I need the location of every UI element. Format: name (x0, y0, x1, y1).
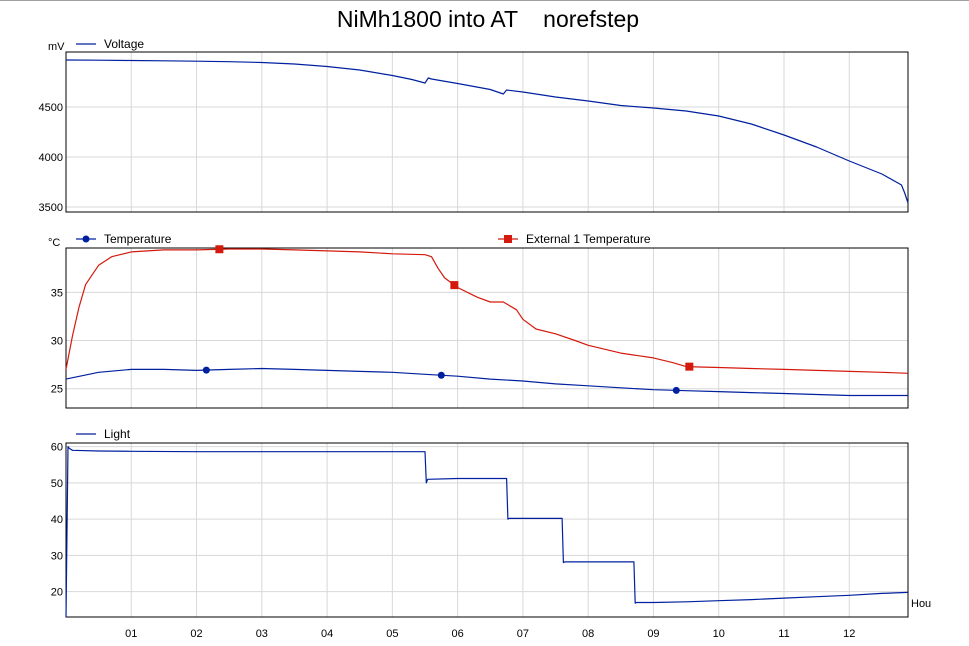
series-marker (672, 386, 680, 394)
y-tick-label: 30 (51, 550, 63, 562)
series-marker (202, 366, 210, 374)
legend-label: Light (104, 427, 131, 441)
y-tick-label: 60 (51, 442, 63, 454)
series-line-external-1-temperature (65, 248, 909, 374)
x-tick-label: 02 (190, 628, 202, 640)
y-tick-label: 30 (51, 336, 63, 348)
x-tick-label: 12 (843, 628, 855, 640)
plot-frame (65, 247, 909, 409)
plot-frame (65, 51, 909, 213)
panel-1: 3500 4000 4500 mV Voltage (39, 37, 909, 214)
series-marker (450, 281, 459, 290)
series-marker (685, 362, 694, 371)
panels: 3500 4000 4500 mV Voltage 25 30 35 °C Temperature… (39, 37, 932, 640)
legend-swatch-marker (504, 235, 512, 243)
y-tick-label: 40 (51, 514, 63, 526)
y-tick-label: 3500 (39, 202, 63, 214)
y-unit-label: mV (48, 41, 65, 53)
y-tick-label: 4500 (39, 102, 63, 114)
legend-swatch-marker (82, 235, 90, 243)
series-marker (437, 371, 445, 379)
plot-frame (65, 442, 909, 618)
series-line-temperature (65, 367, 908, 397)
legend-label: External 1 Temperature (526, 232, 651, 246)
x-tick-label: 09 (647, 628, 659, 640)
panel-2: 25 30 35 °C Temperature External 1 Temperatur… (48, 232, 909, 409)
series-marker (215, 245, 224, 254)
legend-label: Voltage (104, 37, 144, 51)
x-tick-label: 08 (582, 628, 594, 640)
legend-entry: Voltage (76, 37, 144, 51)
x-tick-label: 05 (386, 628, 398, 640)
y-tick-label: 25 (51, 384, 63, 396)
legend-entry: Temperature (76, 232, 172, 246)
x-tick-label: 04 (321, 628, 333, 640)
legend-entry: External 1 Temperature (498, 232, 651, 246)
legend-label: Temperature (104, 232, 172, 246)
series-line-light (65, 446, 909, 618)
x-tick-label: 11 (778, 628, 789, 640)
x-tick-label: 07 (517, 628, 529, 640)
legend-entry: Light (76, 427, 131, 441)
x-tick-label: 06 (452, 628, 464, 640)
y-tick-label: 20 (51, 587, 63, 599)
y-tick-label: 4000 (39, 152, 63, 164)
x-tick-label: 10 (713, 628, 725, 640)
x-tick-label: 03 (256, 628, 268, 640)
y-tick-label: 50 (51, 478, 63, 490)
x-unit-label: Hou (911, 598, 931, 610)
chart-title: NiMh1800 into AT norefstep (337, 6, 639, 32)
series-line-voltage (65, 59, 909, 204)
y-tick-label: 35 (51, 287, 63, 299)
y-unit-label: °C (48, 237, 60, 249)
panel-3: 20 30 40 50 60 Light 01 02 03 04 05 06 07 08 09 10 11 12 H… (51, 427, 931, 640)
x-tick-label: 01 (125, 628, 137, 640)
